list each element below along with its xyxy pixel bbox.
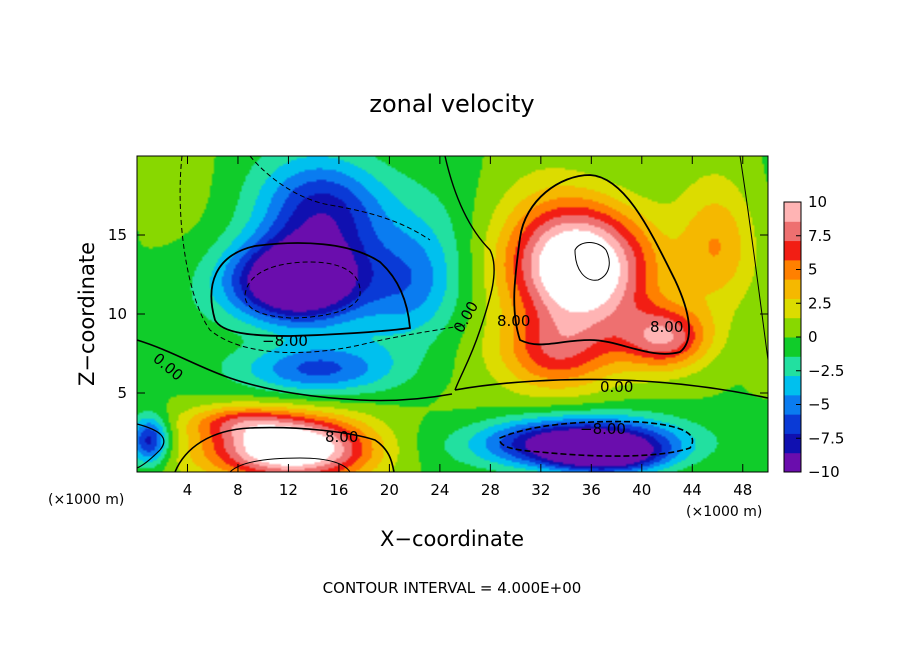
x-unit-left: (×1000 m) <box>48 492 124 508</box>
colorbar-swatch <box>784 259 801 280</box>
y-tick-label: 10 <box>108 305 127 323</box>
x-axis-ticks: 4 8 12 16 20 24 28 32 36 40 44 48 <box>183 156 752 499</box>
x-tick-label: 8 <box>233 481 243 499</box>
colorbar-swatch <box>784 337 801 357</box>
contour-inner-right-vortex <box>574 242 610 281</box>
x-tick-label: 24 <box>430 481 449 499</box>
colorbar-swatch <box>784 433 801 454</box>
contour-label-neg8-lower: −8.00 <box>580 420 626 438</box>
contour-label-neg8-upper: −8.00 <box>262 332 308 350</box>
colorbar-tick-label: 5 <box>808 261 818 279</box>
contour-right-edge <box>739 155 769 361</box>
contour-left-bottom <box>136 423 165 469</box>
colorbar-swatch <box>784 202 801 222</box>
contour-inner-upper-vortex <box>244 261 361 319</box>
colorbar-tick-label: 0 <box>808 328 818 346</box>
x-tick-label: 36 <box>582 481 601 499</box>
contour-inner-lower-left <box>229 457 351 473</box>
colorbar-swatch <box>784 279 801 299</box>
colorbar-tick-label: −5 <box>808 396 830 414</box>
contour-dashed-left <box>179 155 466 354</box>
contour-zero-right <box>454 378 769 399</box>
colorbar-swatch <box>784 298 801 319</box>
contour-pos8-right-vortex <box>513 174 690 355</box>
colorbar-tick-label: −7.5 <box>808 429 844 447</box>
contour-lines <box>136 155 769 473</box>
x-tick-label: 32 <box>531 481 550 499</box>
contour-labels: 0.00 −8.00 0.00 8.00 8.00 0.00 −8.00 8.0… <box>149 298 683 446</box>
contour-neg8-upper-vortex <box>210 242 411 337</box>
y-tick-label: 5 <box>117 384 127 402</box>
colorbar-swatch <box>784 317 801 338</box>
y-axis-ticks: 5 10 15 <box>108 226 768 402</box>
contour-label-pos8-far-right: 8.00 <box>650 318 683 336</box>
colorbar-swatch <box>784 452 801 473</box>
contour-solid-middle <box>444 155 495 391</box>
x-tick-label: 20 <box>380 481 399 499</box>
colorbar-tick-label: 2.5 <box>808 294 832 312</box>
colorbar-swatch <box>784 394 801 415</box>
contour-zero-left <box>136 339 453 402</box>
x-tick-label: 12 <box>279 481 298 499</box>
colorbar-tick-label: 10 <box>808 193 827 211</box>
chart-title: zonal velocity <box>369 90 534 118</box>
colorbar: 10 7.5 5 2.5 0 −2.5 −5 −7.5 −10 <box>783 193 844 481</box>
x-unit-right: (×1000 m) <box>686 504 762 520</box>
colorbar-swatch <box>784 356 801 377</box>
contour-pos8-lower-left <box>174 426 395 473</box>
colorbar-tick-label: −2.5 <box>808 362 844 380</box>
x-tick-label: 4 <box>183 481 193 499</box>
x-tick-label: 44 <box>683 481 702 499</box>
heatmap-image <box>137 156 768 472</box>
y-tick-label: 15 <box>108 226 127 244</box>
colorbar-swatch <box>784 414 801 434</box>
x-tick-label: 48 <box>733 481 752 499</box>
x-tick-label: 28 <box>481 481 500 499</box>
colorbar-tick-label: −10 <box>808 463 840 481</box>
contour-label-pos8-lower: 8.00 <box>325 428 358 446</box>
contour-label-pos8-right: 8.00 <box>497 312 530 330</box>
colorbar-swatch <box>784 221 801 242</box>
contour-neg8-lower-right <box>499 420 694 457</box>
contour-dashed-upper <box>249 155 431 241</box>
y-axis-label: Z−coordinate <box>75 242 99 386</box>
contour-interval-note: CONTOUR INTERVAL = 4.000E+00 <box>323 579 582 597</box>
plot-area: 0.00 −8.00 0.00 8.00 8.00 0.00 −8.00 8.0… <box>108 155 769 499</box>
x-tick-label: 40 <box>632 481 651 499</box>
colorbar-tick-label: 7.5 <box>808 227 832 245</box>
x-axis-label: X−coordinate <box>380 527 524 551</box>
x-tick-label: 16 <box>329 481 348 499</box>
contour-label-zero-right: 0.00 <box>600 378 633 396</box>
colorbar-swatch <box>784 375 801 396</box>
colorbar-swatch <box>784 240 801 261</box>
